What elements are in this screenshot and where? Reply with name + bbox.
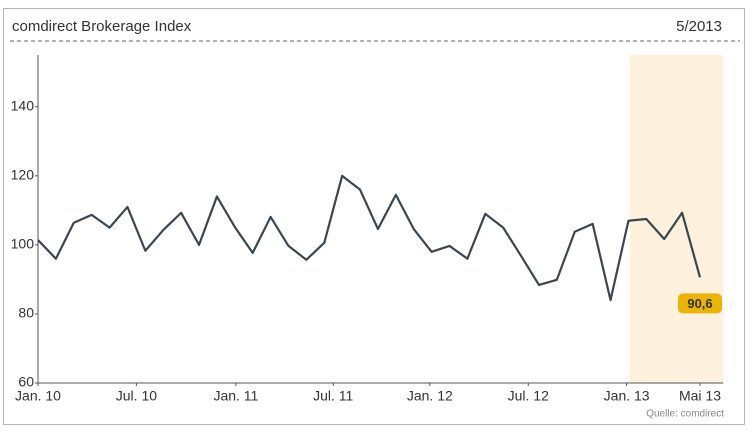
x-tick-label: Jan. 10	[15, 388, 61, 404]
x-tick-label: Mai 13	[679, 388, 721, 404]
plot: 60 80 100 120 140 Jan. 10 Jul. 10 Jan. 11 Jul. 1…	[11, 55, 724, 404]
x-tick-label: Jul. 10	[116, 388, 157, 404]
chart-title: comdirect Brokerage Index	[12, 18, 192, 35]
y-tick-label: 120	[11, 167, 35, 183]
frame	[3, 8, 745, 425]
line	[37, 174, 702, 302]
x-tick-label: Jan. 11	[213, 388, 258, 404]
x-tick-label: Jul. 11	[313, 388, 353, 404]
source: Quelle: comdirect	[646, 409, 724, 420]
y-tick-label: 100	[11, 236, 35, 252]
y-tick-label: 140	[11, 97, 35, 113]
value-label: 90,6	[687, 296, 712, 311]
y-tick-label: 80	[18, 305, 34, 321]
x-tick-label: Jan. 12	[407, 388, 453, 404]
y-tick-label: 60	[18, 374, 34, 390]
chart-date: 5/2013	[676, 18, 722, 35]
x-tick-label: Jan. 13	[604, 388, 650, 404]
value-label-badge	[678, 293, 722, 314]
x-tick-label: Jul. 12	[508, 388, 549, 404]
